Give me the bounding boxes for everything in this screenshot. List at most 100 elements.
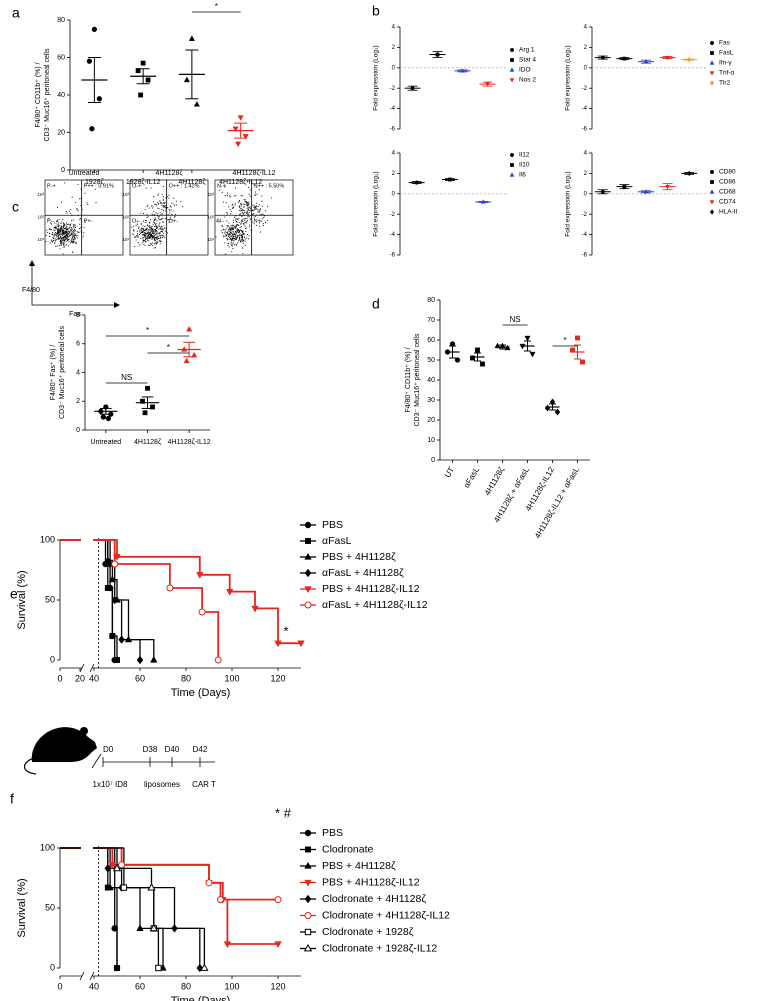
- flow-event: [61, 232, 63, 234]
- legend-marker: [304, 928, 312, 936]
- flow-event: [247, 208, 249, 210]
- flow-event: [68, 240, 70, 242]
- y-axis-label: CD3⁻ Muc16⁺ peritoneal cells: [44, 48, 51, 141]
- y-tick-label: -2: [582, 86, 588, 92]
- flow-event: [137, 223, 139, 225]
- flow-event: [235, 243, 237, 245]
- flow-event: [151, 237, 153, 239]
- legend-label: αFasL + 4H1128ζ: [322, 567, 404, 579]
- legend-label: PBS + 4H1128ζ: [322, 860, 396, 872]
- flow-event: [150, 233, 153, 235]
- flow-event: [71, 228, 73, 230]
- flow-event: [238, 232, 240, 234]
- flow-event: [133, 225, 135, 227]
- flow-event: [149, 233, 151, 235]
- flow-event: [74, 238, 77, 240]
- y-tick-label: 0: [392, 65, 396, 71]
- y-tick-label: -4: [582, 232, 588, 238]
- flow-event: [153, 210, 155, 212]
- survival-point: [124, 635, 133, 643]
- flow-event: [53, 229, 55, 231]
- flow-event: [231, 251, 233, 253]
- flow-event: [72, 234, 74, 236]
- flow-event: [148, 229, 150, 231]
- flow-event: [139, 232, 141, 235]
- flow-event: [62, 238, 64, 240]
- flow-event: [73, 225, 75, 227]
- data-point: [554, 408, 561, 416]
- flow-event: [159, 200, 161, 202]
- flow-event: [242, 242, 244, 244]
- flow-event: [242, 209, 244, 211]
- legend-label: CD74: [719, 199, 736, 206]
- flow-event: [61, 221, 63, 223]
- axis-arrow: [31, 262, 118, 306]
- flow-event: [57, 206, 59, 208]
- flow-event: [239, 200, 241, 202]
- y-tick-label: 4: [392, 151, 396, 157]
- survival-point: [274, 896, 282, 904]
- flow-event: [228, 238, 230, 240]
- flow-event: [242, 195, 244, 197]
- flow-event: [58, 226, 60, 228]
- survival-line: [60, 847, 201, 968]
- flow-event: [228, 246, 230, 248]
- flow-event: [236, 221, 238, 223]
- flow-event: [149, 219, 152, 221]
- survival-point: [136, 655, 144, 665]
- y-tick-label: 0: [431, 457, 435, 464]
- flow-event: [243, 213, 245, 215]
- flow-event: [225, 202, 227, 204]
- legend-label: FasL: [719, 50, 734, 57]
- flow-event: [142, 239, 144, 241]
- flow-event: [65, 240, 67, 242]
- flow-event: [243, 239, 245, 241]
- flow-event: [235, 236, 237, 238]
- flow-event: [141, 237, 144, 239]
- flow-event: [59, 228, 62, 230]
- flow-event: [153, 238, 155, 240]
- flow-event: [62, 244, 65, 246]
- flow-event: [249, 195, 251, 197]
- flow-event: [256, 202, 258, 204]
- data-point: [183, 357, 190, 364]
- quadrant-label: P++ : 0.91%: [84, 183, 114, 189]
- flow-event: [151, 238, 153, 240]
- flow-event: [162, 206, 164, 208]
- flow-event: [76, 236, 78, 239]
- flow-event: [154, 231, 156, 233]
- flow-title: Untreated: [69, 170, 100, 177]
- flow-event: [259, 209, 261, 211]
- quadrant-label: N+-: [254, 219, 263, 225]
- flow-event: [48, 218, 50, 220]
- legend-label: Ifn-γ: [719, 60, 732, 67]
- x-tick-label: 4H1128ζ-IL12: [219, 179, 262, 186]
- flow-event: [148, 221, 151, 223]
- flow-event: [50, 228, 52, 231]
- flow-event: [63, 246, 65, 248]
- flow-event: [253, 209, 255, 211]
- flow-event: [242, 219, 244, 221]
- flow-event: [71, 236, 73, 239]
- flow-event: [227, 236, 229, 238]
- flow-event: [150, 229, 152, 231]
- flow-event: [241, 235, 243, 237]
- flow-event: [159, 233, 161, 235]
- flow-event: [56, 245, 58, 247]
- flow-event: [54, 229, 56, 231]
- flow-event: [154, 223, 156, 226]
- flow-event: [165, 197, 167, 199]
- flow-event: [53, 233, 55, 235]
- flow-event: [151, 228, 153, 230]
- flow-event: [55, 238, 57, 240]
- flow-event: [248, 226, 250, 228]
- y-tick-label: -2: [582, 212, 588, 218]
- flow-event: [67, 240, 69, 242]
- flow-event: [71, 241, 73, 243]
- flow-event: [248, 207, 251, 209]
- flow-event: [61, 229, 63, 231]
- flow-event: [155, 203, 157, 205]
- flow-event: [47, 231, 49, 234]
- flow-event: [248, 211, 250, 214]
- flow-event: [62, 242, 64, 244]
